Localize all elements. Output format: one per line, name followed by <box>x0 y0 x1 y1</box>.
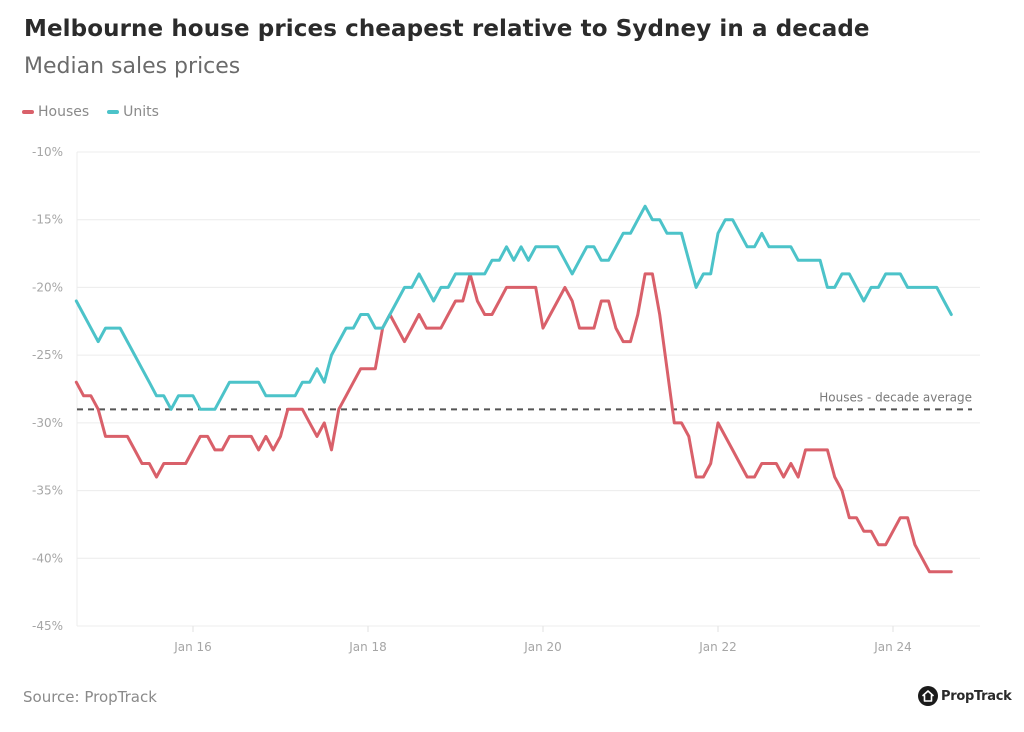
y-tick-label: -15% <box>32 213 63 227</box>
house-icon <box>918 686 938 706</box>
x-tick-label: Jan 20 <box>523 640 562 654</box>
y-tick-label: -40% <box>32 551 63 565</box>
legend-item-units[interactable]: Units <box>107 104 159 120</box>
y-tick-label: -10% <box>32 145 63 159</box>
chart-title: Melbourne house prices cheapest relative… <box>24 16 870 42</box>
y-tick-label: -35% <box>32 484 63 498</box>
x-axis: Jan 16 Jan 18 Jan 20 Jan 22 Jan 24 <box>173 626 912 654</box>
logo-text: PropTrack <box>941 688 1012 704</box>
legend-item-houses[interactable]: Houses <box>22 104 89 120</box>
series-line-units <box>74 204 953 411</box>
y-axis: -10% -15% -20% -25% -30% -35% -40% -45% <box>32 145 63 633</box>
y-tick-label: -45% <box>32 619 63 633</box>
legend-swatch-houses <box>22 110 34 114</box>
proptrack-logo: PropTrack <box>918 686 1012 706</box>
legend-swatch-units <box>107 110 120 114</box>
x-tick-label: Jan 18 <box>348 640 387 654</box>
series-lines <box>74 204 953 574</box>
gridlines <box>76 151 980 627</box>
source-note: Source: PropTrack <box>23 688 157 706</box>
x-tick-label: Jan 22 <box>698 640 737 654</box>
legend: Houses Units <box>22 104 159 120</box>
series-line-houses <box>74 272 953 574</box>
y-tick-label: -25% <box>32 348 63 362</box>
legend-label-units: Units <box>123 104 159 120</box>
decade-average-label: Houses - decade average <box>819 390 972 404</box>
chart-subtitle: Median sales prices <box>24 54 241 79</box>
legend-label-houses: Houses <box>38 104 90 120</box>
y-tick-label: -30% <box>32 416 63 430</box>
y-tick-label: -20% <box>32 280 63 294</box>
x-tick-label: Jan 16 <box>173 640 212 654</box>
reference-line: Houses - decade average <box>77 390 972 411</box>
x-tick-label: Jan 24 <box>873 640 912 654</box>
